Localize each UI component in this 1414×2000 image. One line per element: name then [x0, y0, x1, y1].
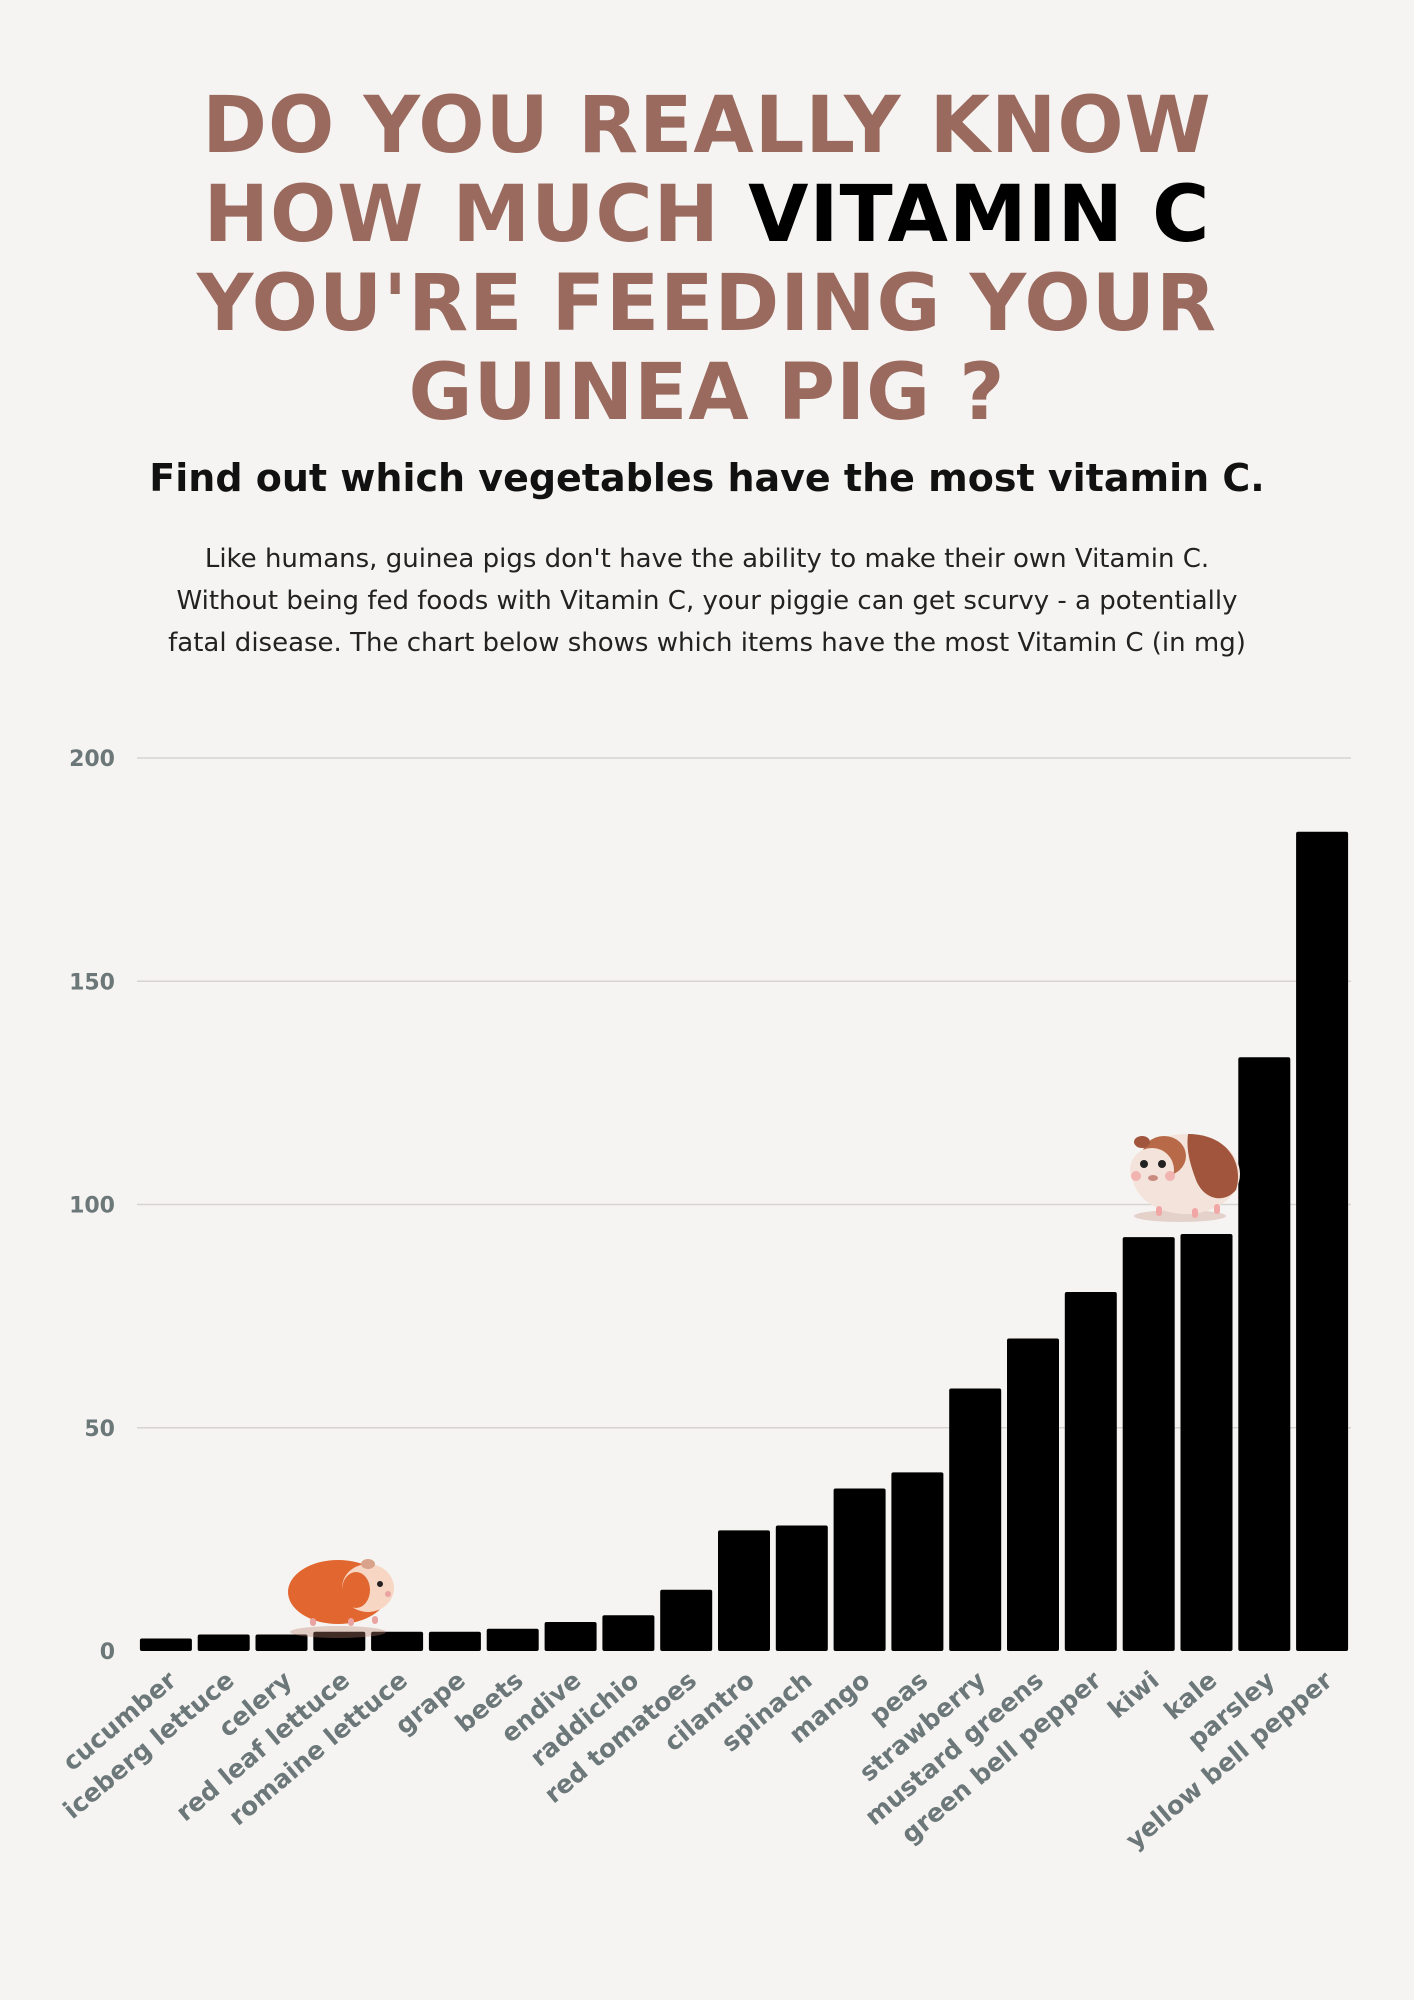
bar-spinach — [775, 1525, 828, 1651]
bar-green-bell-pepper — [1064, 1292, 1117, 1651]
bar-peas — [891, 1472, 944, 1651]
intro-line-1: Like humans, guinea pigs don't have the … — [204, 544, 1210, 574]
bar-raddichio — [602, 1615, 655, 1651]
bar-kiwi — [1122, 1237, 1175, 1651]
bars — [139, 831, 1349, 1651]
y-tick-label-200: 200 — [69, 747, 115, 772]
page-title: DO YOU REALLY KNOW HOW MUCH VITAMIN C YO… — [0, 82, 1414, 438]
bar-iceberg-lettuce — [197, 1634, 250, 1651]
bar-red-tomatoes — [660, 1589, 713, 1651]
bar-cucumber — [139, 1638, 192, 1651]
subtitle: Find out which vegetables have the most … — [149, 456, 1265, 500]
y-tick-label-100: 100 — [69, 1194, 115, 1219]
bar-endive — [544, 1622, 597, 1651]
title-highlight: VITAMIN C — [748, 170, 1211, 260]
y-axis-ticks: 0 50 100 150 200 — [69, 747, 115, 1665]
bar-grape — [428, 1631, 481, 1651]
guinea-pig-orange-icon — [288, 1559, 394, 1638]
bar-strawberry — [949, 1388, 1002, 1651]
intro-line-2: Without being fed foods with Vitamin C, … — [176, 586, 1238, 616]
bar-red-leaf-lettuce — [313, 1631, 366, 1651]
guinea-pig-brown-icon — [1130, 1134, 1240, 1222]
bar-beets — [486, 1628, 539, 1651]
bar-romaine-lettuce — [371, 1631, 424, 1651]
intro-paragraph: Like humans, guinea pigs don't have the … — [130, 538, 1284, 664]
y-tick-label-0: 0 — [100, 1640, 115, 1665]
title-line-1: DO YOU REALLY KNOW — [202, 81, 1212, 171]
title-line-4: GUINEA PIG ? — [408, 348, 1006, 438]
bar-mustard-greens — [1007, 1338, 1059, 1651]
title-line-2: HOW MUCH VITAMIN C — [0, 171, 1414, 260]
bar-cilantro — [718, 1530, 770, 1651]
bar-kale — [1180, 1234, 1233, 1651]
y-tick-label-50: 50 — [84, 1417, 115, 1442]
bar-yellow-bell-pepper — [1296, 831, 1349, 1651]
x-label-kiwi: kiwi — [1102, 1665, 1164, 1724]
bar-parsley — [1238, 1057, 1291, 1651]
intro-line-3: fatal disease. The chart below shows whi… — [168, 628, 1246, 658]
title-line-2-prefix: HOW MUCH — [203, 170, 749, 260]
title-line-3: YOU'RE FEEDING YOUR — [196, 259, 1218, 349]
bar-mango — [833, 1488, 886, 1651]
y-tick-label-150: 150 — [69, 970, 115, 995]
bar-celery — [255, 1634, 308, 1651]
